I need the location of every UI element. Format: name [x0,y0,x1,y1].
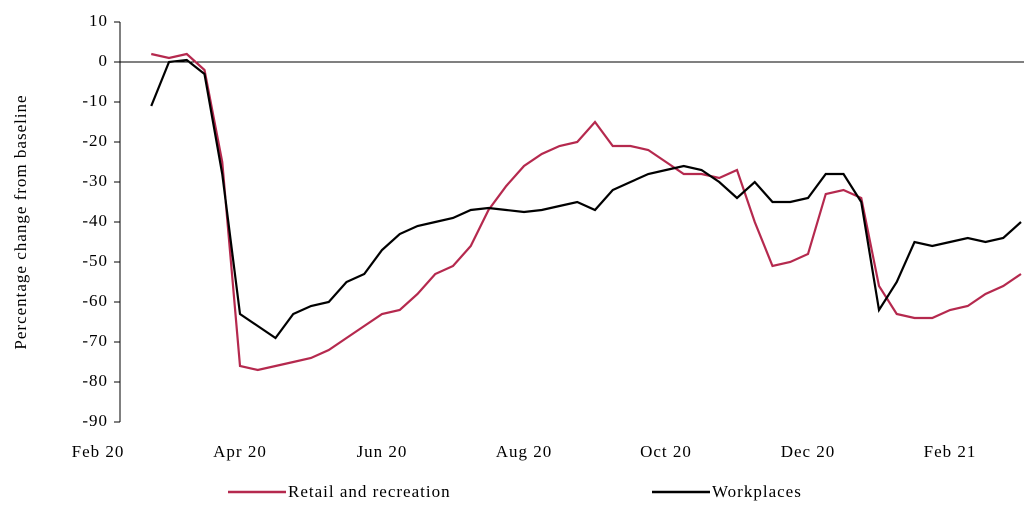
y-tick-label: -70 [82,331,108,350]
y-tick-label: -30 [82,171,108,190]
y-tick-label: 10 [89,11,108,30]
x-tick-label: Feb 21 [924,442,977,461]
x-tick-label: Oct 20 [640,442,692,461]
y-axis-label: Percentage change from baseline [11,94,30,349]
y-tick-label: -20 [82,131,108,150]
y-tick-label: -90 [82,411,108,430]
y-tick-label: 0 [99,51,109,70]
y-tick-label: -80 [82,371,108,390]
line-series [151,52,1022,372]
x-tick-label: Dec 20 [781,442,836,461]
y-tick-label: -40 [82,211,108,230]
y-tick-label: -50 [82,251,108,270]
legend-label: Workplaces [712,482,802,501]
x-tick-label: Jun 20 [357,442,408,461]
x-tick-label: Feb 20 [72,442,125,461]
y-tick-label: -60 [82,291,108,310]
y-tick-label: -10 [82,91,108,110]
x-tick-label: Aug 20 [496,442,553,461]
legend-label: Retail and recreation [288,482,451,501]
x-tick-label: Apr 20 [213,442,267,461]
line-series [150,58,1022,340]
